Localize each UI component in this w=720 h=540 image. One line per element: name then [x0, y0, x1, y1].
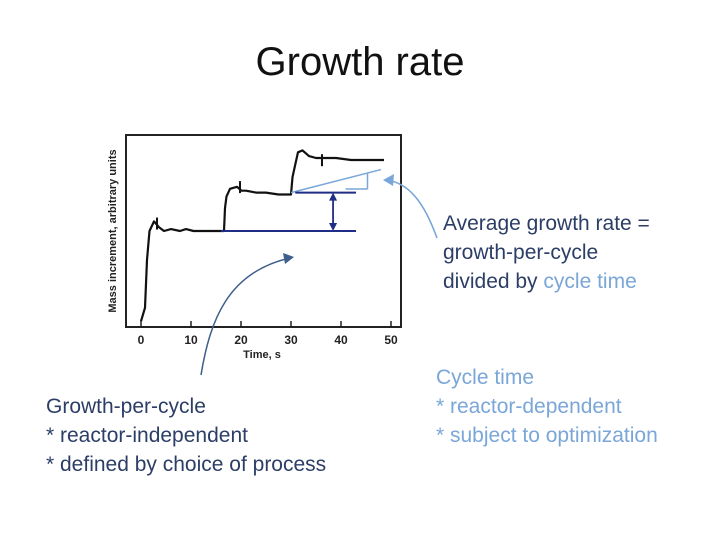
growth-rate-line-3-prefix: divided by: [443, 270, 544, 293]
growth-per-cycle-arrowhead-down: [329, 223, 338, 231]
growth-per-cycle-callout-arrow: [200, 257, 291, 376]
x-tick-label: 50: [384, 333, 398, 347]
growth-rate-line-3: divided by cycle time: [443, 267, 650, 296]
growth-per-cycle-arrowhead-up: [329, 192, 338, 201]
growth-per-cycle-title: Growth-per-cycle: [46, 395, 206, 418]
growth-rate-callout-arrowhead: [383, 174, 394, 186]
growth-per-cycle-item-2: * defined by choice of process: [46, 453, 327, 476]
cycle-time-title: Cycle time: [436, 366, 535, 389]
x-axis-ticks: [140, 321, 392, 327]
growth-rate-line-3-highlight: cycle time: [543, 270, 637, 293]
growth-rate-callout-arrow: [384, 179, 438, 239]
growth-per-cycle-callout: Growth-per-cycle * reactor-independent *…: [46, 392, 326, 479]
slide-title: Growth rate: [255, 40, 465, 84]
y-axis-label: Mass increment, arbitrary units: [107, 149, 119, 312]
x-tick-label: 0: [138, 333, 145, 347]
step-markers: [156, 154, 323, 230]
cycle-triangle-hypotenuse: [290, 168, 382, 194]
growth-rate-callout: Average growth rate = growth-per-cycle d…: [443, 209, 650, 296]
growth-rate-line-1: Average growth rate =: [443, 212, 650, 235]
growth-per-cycle-item-1: * reactor-independent: [46, 424, 248, 447]
x-tick-label: 30: [284, 333, 298, 347]
growth-rate-line-2: growth-per-cycle: [443, 241, 599, 264]
growth-per-cycle-callout-arrowhead: [283, 253, 294, 264]
x-tick-label: 10: [184, 333, 198, 347]
x-axis-tick-labels: 0 10 20 30 40 50: [138, 333, 398, 347]
cycle-time-item-2: * subject to optimization: [436, 424, 658, 447]
cycle-time-item-1: * reactor-dependent: [436, 395, 622, 418]
plot-frame: [125, 134, 402, 328]
x-tick-label: 20: [234, 333, 248, 347]
cycle-time-callout: Cycle time * reactor-dependent * subject…: [436, 363, 658, 450]
x-axis-label: Time, s: [243, 349, 281, 361]
mass-increment-trace: [139, 149, 384, 322]
x-tick-label: 40: [334, 333, 348, 347]
